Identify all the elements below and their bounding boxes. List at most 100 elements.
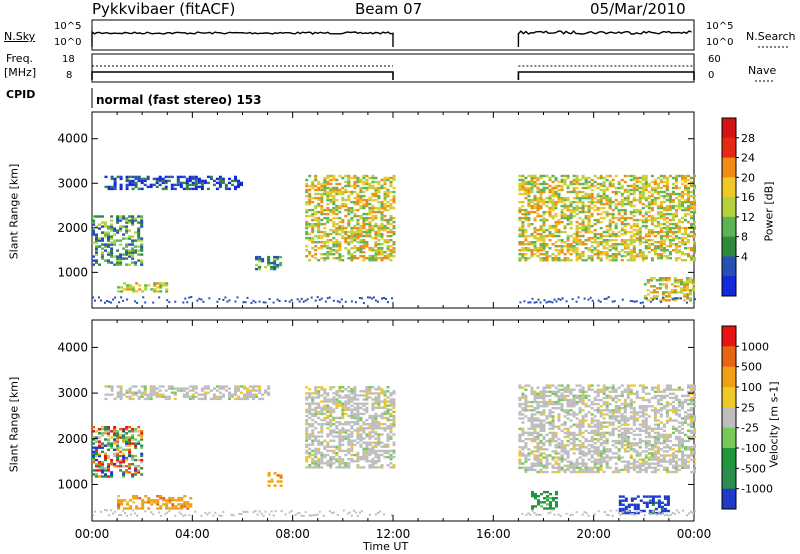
echo-cell <box>599 464 603 467</box>
echo-cell <box>687 208 690 212</box>
echo-cell <box>362 202 366 206</box>
echo-cell <box>650 194 654 198</box>
echo-cell <box>368 176 372 180</box>
echo-cell <box>566 204 570 208</box>
echo-cell <box>110 393 114 396</box>
echo-cell <box>578 446 582 449</box>
echo-cell <box>177 497 181 500</box>
echo-cell <box>608 421 612 424</box>
echo-cell <box>122 393 126 396</box>
echo-cell <box>137 440 141 443</box>
echo-cell <box>338 182 342 186</box>
echo-cell <box>185 179 189 183</box>
echo-cell <box>614 192 618 196</box>
echo-cell <box>530 249 534 252</box>
echo-cell <box>116 438 120 441</box>
echo-cell <box>542 236 546 240</box>
echo-cell <box>320 198 324 202</box>
echo-cell <box>596 437 600 441</box>
echo-cell <box>161 187 165 191</box>
echo-cell <box>638 180 642 184</box>
echo-cell <box>107 475 110 478</box>
echo-cell <box>635 230 639 234</box>
echo-cell <box>305 408 309 411</box>
echo-cell <box>110 261 114 264</box>
echo-cell <box>650 198 654 202</box>
echo-cell <box>590 454 594 457</box>
echo-cell <box>593 396 597 400</box>
echo-cell <box>305 449 309 453</box>
echo-cell <box>386 443 390 446</box>
echo-cell <box>575 458 579 461</box>
echo-cell <box>671 298 674 301</box>
echo-cell <box>629 236 633 240</box>
echo-cell <box>368 208 372 212</box>
echo-cell <box>647 230 651 234</box>
echo-cell <box>620 468 624 472</box>
echo-cell <box>359 458 363 461</box>
echo-cell <box>161 393 165 396</box>
echo-cell <box>329 400 333 403</box>
echo-cell <box>110 243 114 246</box>
echo-cell <box>614 468 618 472</box>
echo-cell <box>149 393 153 396</box>
echo-cell <box>599 468 603 472</box>
echo-cell <box>125 229 129 232</box>
echo-cell <box>353 239 357 242</box>
echo-cell <box>389 182 393 186</box>
power-colorbar-swatch <box>722 216 736 238</box>
echo-cell <box>599 425 603 428</box>
echo-cell <box>687 255 690 258</box>
echo-cell <box>119 469 123 472</box>
echo-cell <box>122 473 126 476</box>
echo-cell <box>200 298 203 301</box>
echo-cell <box>563 174 567 178</box>
echo-cell <box>362 398 366 401</box>
echo-cell <box>617 208 621 212</box>
echo-cell <box>566 196 570 200</box>
echo-cell <box>368 224 372 228</box>
echo-cell <box>371 208 375 212</box>
echo-cell <box>551 190 555 194</box>
echo-cell <box>665 216 669 220</box>
echo-cell <box>107 245 110 248</box>
echo-cell <box>641 178 645 182</box>
echo-cell <box>575 247 579 250</box>
echo-cell <box>152 385 156 388</box>
echo-cell <box>602 431 606 435</box>
echo-cell <box>571 298 574 301</box>
echo-cell <box>617 421 621 424</box>
echo-cell <box>551 421 555 424</box>
echo-cell <box>572 239 576 242</box>
echo-cell <box>557 468 561 472</box>
echo-cell <box>611 253 615 256</box>
echo-cell <box>533 234 537 238</box>
echo-cell <box>569 190 573 194</box>
echo-cell <box>113 181 117 185</box>
echo-cell <box>305 190 309 194</box>
echo-cell <box>98 215 101 218</box>
echo-cell <box>551 253 555 256</box>
echo-cell <box>566 206 570 210</box>
echo-cell <box>231 395 234 398</box>
echo-cell <box>176 179 180 183</box>
echo-cell <box>620 255 624 258</box>
echo-cell <box>566 384 570 387</box>
echo-cell <box>551 439 555 443</box>
echo-cell <box>566 234 570 238</box>
echo-cell <box>599 182 603 186</box>
echo-cell <box>92 469 95 472</box>
echo-cell <box>131 475 135 478</box>
echo-cell <box>311 184 315 188</box>
echo-cell <box>563 202 567 206</box>
echo-cell <box>596 423 600 426</box>
echo-cell <box>560 220 564 224</box>
echo-cell <box>521 216 525 220</box>
echo-cell <box>356 394 360 397</box>
echo-cell <box>608 450 612 453</box>
echo-cell <box>389 466 393 469</box>
echo-cell <box>359 412 363 416</box>
echo-cell <box>258 397 262 401</box>
echo-cell <box>311 255 315 258</box>
echo-cell <box>338 466 342 469</box>
